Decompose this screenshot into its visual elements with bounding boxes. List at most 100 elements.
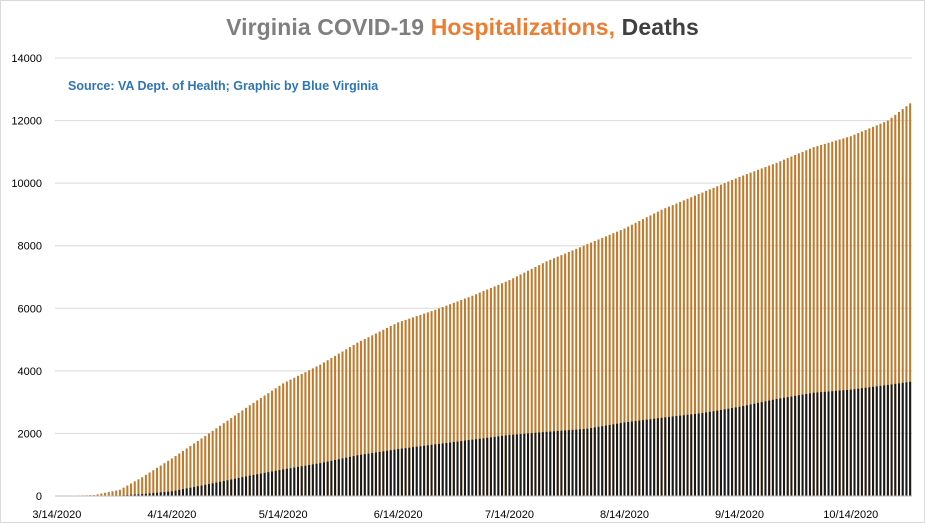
bar-deaths <box>271 471 274 496</box>
bar-hospitalizations <box>374 333 377 496</box>
bar-hospitalizations <box>148 472 151 496</box>
bar-hospitalizations <box>634 222 637 496</box>
bar-deaths <box>378 451 381 496</box>
bar-deaths <box>508 434 511 496</box>
bar-hospitalizations <box>530 268 533 496</box>
series-group-2 <box>59 381 912 496</box>
bar-hospitalizations <box>597 239 600 496</box>
bar-deaths <box>419 446 422 496</box>
bar-deaths <box>445 442 448 496</box>
bar-hospitalizations <box>489 287 492 496</box>
bar-deaths <box>753 403 756 496</box>
bar-hospitalizations <box>204 435 207 496</box>
bar-deaths <box>890 384 893 496</box>
bar-deaths <box>842 390 845 496</box>
bar-hospitalizations <box>738 176 741 496</box>
bar-deaths <box>846 389 849 496</box>
bar-deaths <box>790 396 793 496</box>
chart-title-part-3: Deaths <box>621 14 699 40</box>
bar-hospitalizations <box>549 259 552 496</box>
bar-hospitalizations <box>426 312 429 496</box>
bar-hospitalizations <box>501 283 504 496</box>
bar-hospitalizations <box>523 272 526 496</box>
bar-deaths <box>675 416 678 496</box>
bar-hospitalizations <box>130 483 133 496</box>
bar-deaths <box>849 389 852 496</box>
bar-hospitalizations <box>330 358 333 496</box>
bar-deaths <box>252 474 255 496</box>
bar-deaths <box>493 436 496 496</box>
bar-deaths <box>207 484 210 496</box>
bar-deaths <box>181 489 185 496</box>
bar-hospitalizations <box>857 133 860 496</box>
bar-hospitalizations <box>690 197 693 496</box>
bar-hospitalizations <box>141 477 144 496</box>
bar-deaths <box>185 488 188 496</box>
bar-deaths <box>126 494 129 496</box>
bar-deaths <box>356 455 359 496</box>
bar-hospitalizations <box>586 244 589 496</box>
bar-hospitalizations <box>445 305 448 496</box>
bar-deaths <box>360 454 363 496</box>
x-tick-label: 9/14/2020 <box>715 509 764 521</box>
bar-deaths <box>642 420 645 496</box>
bar-deaths <box>144 493 147 496</box>
bar-hospitalizations <box>115 490 118 496</box>
bar-hospitalizations <box>193 443 196 496</box>
bar-deaths <box>437 443 440 496</box>
bar-hospitalizations <box>467 297 470 496</box>
bar-deaths <box>463 440 466 496</box>
bar-hospitalizations <box>430 311 433 496</box>
bar-hospitalizations <box>163 463 166 496</box>
bar-hospitalizations <box>604 236 607 496</box>
bar-deaths <box>760 402 763 496</box>
bar-deaths <box>174 490 177 496</box>
bar-deaths <box>656 418 659 496</box>
bar-deaths <box>515 434 518 496</box>
y-tick-label: 12000 <box>11 116 42 128</box>
bar-hospitalizations <box>660 209 663 497</box>
bar-hospitalizations <box>842 138 845 496</box>
bar-hospitalizations <box>393 324 396 496</box>
y-tick-label: 6000 <box>18 303 42 315</box>
bar-hospitalizations <box>727 181 730 496</box>
bar-deaths <box>211 483 214 496</box>
bar-deaths <box>667 416 671 496</box>
bar-deaths <box>230 479 233 496</box>
bar-hospitalizations <box>304 372 307 496</box>
bar-hospitalizations <box>745 174 748 496</box>
bar-hospitalizations <box>623 228 626 496</box>
bar-hospitalizations <box>808 148 811 497</box>
bar-deaths <box>308 465 311 496</box>
bar-deaths <box>519 434 522 496</box>
bar-hospitalizations <box>296 375 300 496</box>
chart-title-part-2: Hospitalizations, <box>430 14 622 40</box>
bar-deaths <box>423 445 426 496</box>
bar-deaths <box>441 443 444 496</box>
bar-hospitalizations <box>382 329 385 496</box>
bar-hospitalizations <box>757 169 760 496</box>
bar-hospitalizations <box>118 489 121 496</box>
bar-hospitalizations <box>104 492 107 496</box>
bar-hospitalizations <box>797 153 800 497</box>
bar-hospitalizations <box>371 335 374 496</box>
bar-hospitalizations <box>237 412 240 496</box>
bar-hospitalizations <box>716 186 719 496</box>
bar-deaths <box>311 464 314 496</box>
bar-hospitalizations <box>909 103 912 497</box>
bar-hospitalizations <box>723 183 726 496</box>
bar-hospitalizations <box>423 313 426 496</box>
bar-deaths <box>653 418 656 496</box>
bar-deaths <box>304 465 307 496</box>
bar-hospitalizations <box>538 265 541 496</box>
bar-hospitalizations <box>415 316 418 496</box>
bar-hospitalizations <box>846 137 849 496</box>
bar-hospitalizations <box>419 314 422 496</box>
bar-deaths <box>901 382 904 496</box>
bar-hospitalizations <box>619 230 622 496</box>
bar-deaths <box>834 390 837 496</box>
bar-deaths <box>219 481 222 496</box>
bar-deaths <box>430 444 433 496</box>
bar-hospitalizations <box>267 393 270 496</box>
